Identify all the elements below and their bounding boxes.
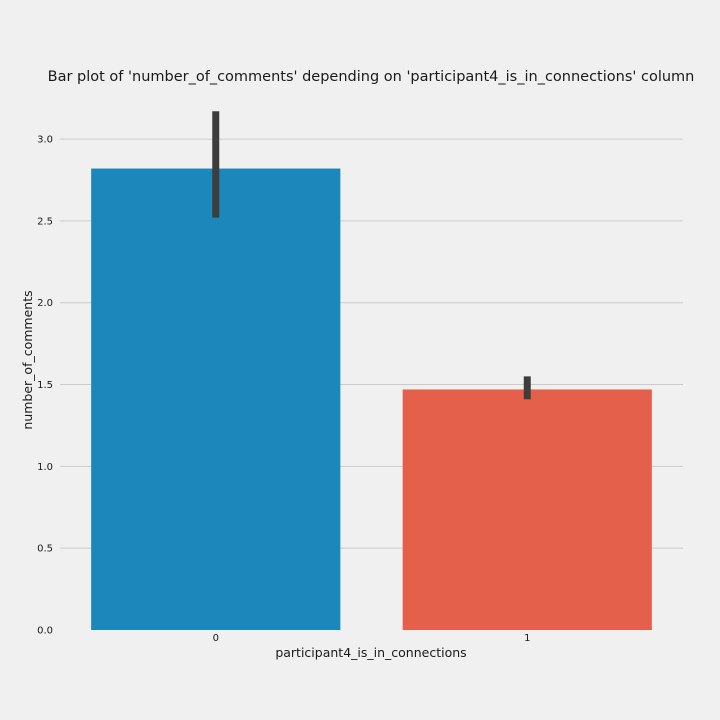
y-tick-label: 2.5	[37, 216, 53, 227]
y-axis-label: number_of_comments	[20, 290, 35, 429]
y-tick-label: 1.5	[37, 380, 53, 391]
error-bars	[212, 111, 531, 400]
y-tick-label: 3.0	[37, 135, 53, 146]
x-tick-label: 0	[213, 633, 219, 644]
y-tick-label: 0.5	[37, 544, 53, 555]
y-axis-ticks: 0.0 0.5 1.0 1.5 2.0 2.5 3.0	[37, 135, 53, 637]
y-tick-label: 2.0	[37, 298, 53, 309]
y-tick-label: 0.0	[37, 626, 53, 637]
x-axis-label: participant4_is_in_connections	[275, 645, 466, 660]
bar-1	[402, 389, 652, 630]
x-tick-label: 1	[524, 633, 530, 644]
y-tick-label: 1.0	[37, 462, 53, 473]
chart-title: Bar plot of 'number_of_comments' dependi…	[48, 69, 695, 85]
bar-0	[91, 168, 341, 630]
bars	[91, 168, 652, 630]
